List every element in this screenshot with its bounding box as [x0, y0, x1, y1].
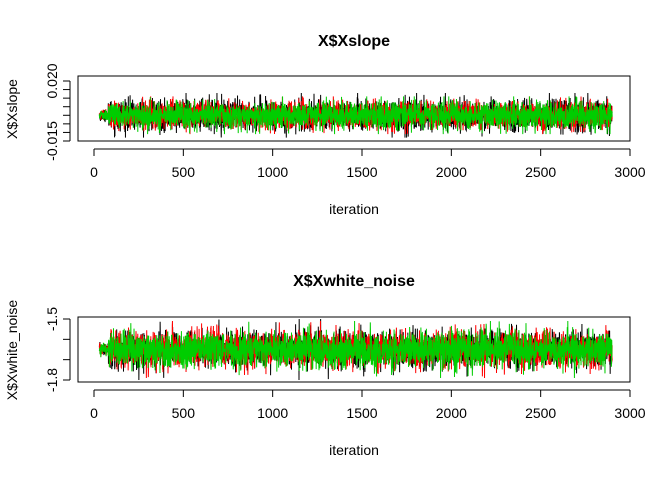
x-tick-label: 500 [172, 405, 196, 421]
x-tick-label: 1000 [257, 164, 288, 180]
trace-series-3 [98, 321, 613, 378]
x-tick-label: 1500 [346, 164, 377, 180]
y-axis-white-noise: -1.5 -1.8 [44, 307, 71, 392]
x-tick-label: 3000 [614, 164, 645, 180]
x-tick-label: 0 [90, 405, 98, 421]
y-axis-xslope: -0.015 0.020 [44, 63, 71, 161]
y-axis-label-xslope: X$Xslope [4, 79, 20, 139]
chart-title-white-noise: X$Xwhite_noise [293, 273, 415, 290]
x-axis-label-xslope: iteration [329, 201, 379, 217]
x-tick-label: 3000 [614, 405, 645, 421]
plot-frame-xslope [77, 75, 631, 142]
x-axis-white-noise: 0 500 1000 1500 2000 2500 3000 [90, 389, 646, 421]
x-tick-label: 2000 [436, 164, 467, 180]
x-tick-label: 2500 [525, 405, 556, 421]
x-axis-label-white-noise: iteration [329, 442, 379, 458]
panel-xslope: X$Xslope 0 500 1000 1500 2000 2500 3000 -0.015… [4, 33, 646, 217]
y-tick-label: -1.5 [44, 307, 60, 331]
plot-frame-white-noise [77, 316, 631, 383]
plot-lines-xslope [98, 92, 613, 138]
y-axis-label-white-noise: X$Xwhite_noise [4, 300, 20, 401]
x-tick-label: 0 [90, 164, 98, 180]
y-tick-label: -1.8 [44, 368, 60, 392]
x-tick-label: 1000 [257, 405, 288, 421]
y-tick-label: -0.015 [44, 121, 60, 161]
plot-lines-white-noise [98, 318, 613, 381]
chart-title-xslope: X$Xslope [318, 33, 390, 50]
x-axis-xslope: 0 500 1000 1500 2000 2500 3000 [90, 148, 646, 180]
x-tick-label: 1500 [346, 405, 377, 421]
x-tick-label: 500 [172, 164, 196, 180]
trace-series-3 [98, 96, 613, 135]
x-tick-label: 2000 [436, 405, 467, 421]
y-tick-label: 0.020 [44, 63, 60, 98]
panel-white-noise: X$Xwhite_noise 0 500 1000 1500 2000 2500 3000 … [4, 273, 646, 458]
x-tick-label: 2500 [525, 164, 556, 180]
